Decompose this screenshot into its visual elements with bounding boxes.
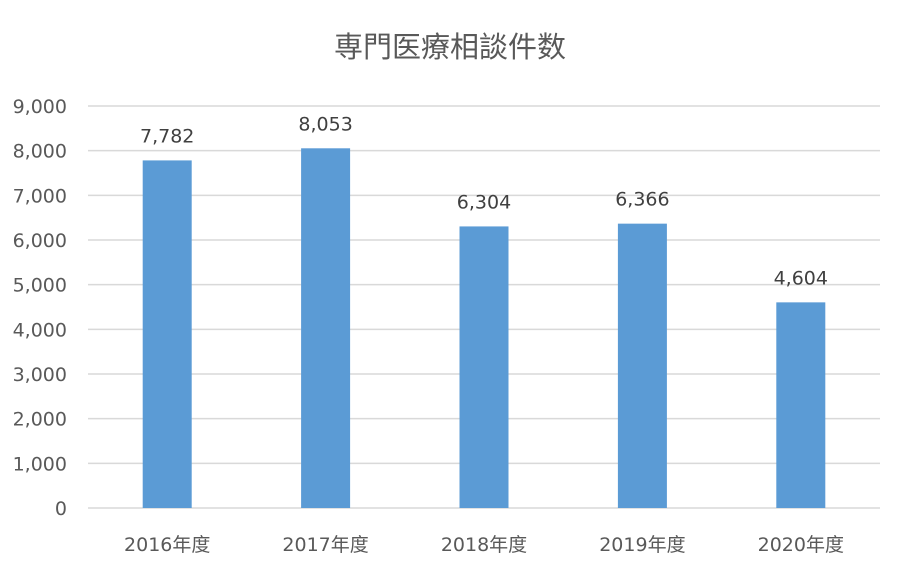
x-tick-label: 2016年度 xyxy=(124,534,210,556)
x-tick-label: 2018年度 xyxy=(441,534,527,556)
bars xyxy=(142,148,826,509)
x-tick-label: 2017年度 xyxy=(282,534,368,556)
y-tick-label: 5,000 xyxy=(13,275,67,297)
y-tick-label: 8,000 xyxy=(13,141,67,163)
y-tick-label: 7,000 xyxy=(13,185,67,207)
y-tick-label: 0 xyxy=(55,498,67,520)
data-label: 6,304 xyxy=(457,191,511,213)
y-axis-ticks: 0 1,000 2,000 3,000 4,000 5,000 6,000 7,000 8,00… xyxy=(13,96,67,520)
y-tick-label: 3,000 xyxy=(13,364,67,386)
bar-2020年度 xyxy=(776,302,826,508)
x-tick-label: 2019年度 xyxy=(599,534,685,556)
x-axis-ticks: 2016年度 2017年度 2018年度 2019年度 2020年度 xyxy=(124,534,844,556)
data-label: 7,782 xyxy=(140,125,194,147)
data-label: 8,053 xyxy=(298,113,352,135)
y-tick-label: 4,000 xyxy=(13,319,67,341)
bar-2016年度 xyxy=(142,160,192,509)
y-tick-label: 1,000 xyxy=(13,453,67,475)
y-tick-label: 2,000 xyxy=(13,409,67,431)
data-labels: 7,782 8,053 6,304 6,366 4,604 xyxy=(140,113,828,289)
y-tick-label: 9,000 xyxy=(13,96,67,118)
x-tick-label: 2020年度 xyxy=(758,534,844,556)
data-label: 6,366 xyxy=(615,189,669,211)
y-tick-label: 6,000 xyxy=(13,230,67,252)
bar-2019年度 xyxy=(617,223,667,509)
bar-2018年度 xyxy=(459,226,509,508)
chart-title: 専門医療相談件数 xyxy=(334,30,566,64)
bar-2017年度 xyxy=(301,148,351,509)
data-label: 4,604 xyxy=(774,267,828,289)
